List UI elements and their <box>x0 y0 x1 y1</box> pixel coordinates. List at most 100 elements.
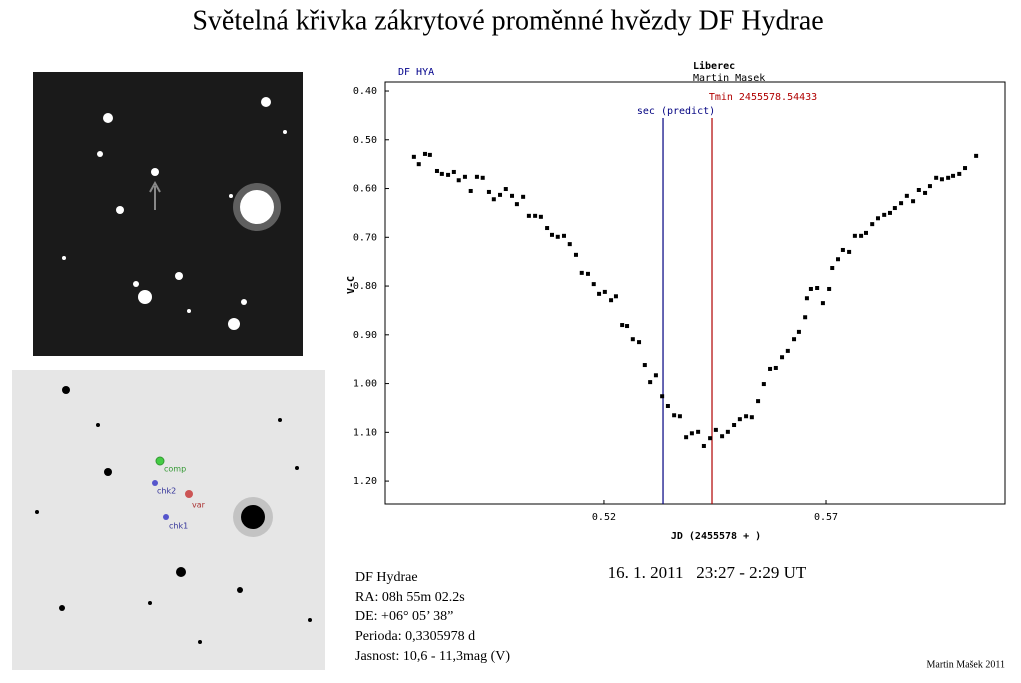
data-point <box>503 187 508 192</box>
data-point <box>514 202 519 207</box>
data-point <box>827 286 832 291</box>
y-tick-label: 0.60 <box>353 184 377 195</box>
info-line: RA: 08h 55m 02.2s <box>355 590 465 605</box>
data-point <box>749 415 754 420</box>
date: 16. 1. 2011 23:27 - 2:29 UT <box>608 563 807 582</box>
marker-label: Tmin 2455578.54433 <box>709 92 817 103</box>
y-tick-label: 0.40 <box>353 86 377 97</box>
data-point <box>887 210 892 215</box>
data-point <box>660 394 665 399</box>
data-point <box>701 443 706 448</box>
data-point <box>847 249 852 254</box>
finder-label: comp <box>164 465 186 474</box>
data-point <box>951 173 956 178</box>
x-tick-label: 0.52 <box>592 512 616 523</box>
plot-frame <box>384 81 1006 505</box>
data-point <box>946 175 951 180</box>
data-point <box>963 166 968 171</box>
y-tick-label: 1.10 <box>353 427 377 438</box>
y-tick-label: 0.70 <box>353 232 377 243</box>
data-point <box>434 168 439 173</box>
data-point <box>486 189 491 194</box>
star-label: DF HYA <box>398 67 434 78</box>
y-tick-label: 0.80 <box>353 281 377 292</box>
data-point <box>882 212 887 217</box>
data-point <box>761 382 766 387</box>
data-point <box>725 429 730 434</box>
finder-label: chk1 <box>169 522 188 531</box>
data-point <box>567 242 572 247</box>
observatory: Liberec <box>693 60 735 72</box>
data-point <box>808 286 813 291</box>
data-point <box>510 193 515 198</box>
data-point <box>422 151 427 156</box>
data-point <box>892 206 897 211</box>
data-point <box>561 233 566 238</box>
data-point <box>620 323 625 328</box>
data-point <box>870 222 875 227</box>
data-point <box>820 301 825 306</box>
data-point <box>732 423 737 428</box>
marker-label: sec (predict) <box>637 106 715 117</box>
data-point <box>591 282 596 287</box>
data-point <box>974 153 979 158</box>
data-point <box>737 417 742 422</box>
y-tick-label: 0.90 <box>353 330 377 341</box>
data-point <box>468 188 473 193</box>
data-point <box>480 175 485 180</box>
data-point <box>642 363 647 368</box>
data-point <box>934 175 939 180</box>
data-point <box>677 414 682 419</box>
data-point <box>573 252 578 257</box>
data-point <box>830 266 835 271</box>
data-point <box>521 194 526 199</box>
info-line: DF Hydrae <box>355 570 418 585</box>
data-point <box>427 152 432 157</box>
data-point <box>957 171 962 176</box>
data-point <box>785 348 790 353</box>
data-point <box>585 271 590 276</box>
data-point <box>684 435 689 440</box>
data-point <box>708 436 713 441</box>
data-point <box>803 315 808 320</box>
data-point <box>756 399 761 404</box>
data-point <box>804 296 809 301</box>
data-point <box>713 427 718 432</box>
data-point <box>609 298 614 303</box>
data-point <box>768 366 773 371</box>
data-point <box>579 270 584 275</box>
data-point <box>696 429 701 434</box>
data-point <box>555 234 560 239</box>
data-point <box>446 172 451 177</box>
data-point <box>796 329 801 334</box>
data-point <box>904 193 909 198</box>
data-point <box>689 431 694 436</box>
title: Světelná křivka zákrytové proměnné hvězd… <box>192 5 823 36</box>
y-axis-label: V-C <box>346 276 357 294</box>
data-point <box>859 233 864 238</box>
info-line: Jasnost: 10,6 - 11,3mag (V) <box>355 649 510 664</box>
data-point <box>533 213 538 218</box>
data-point <box>648 380 653 385</box>
y-tick-label: 1.20 <box>353 476 377 487</box>
data-point <box>744 414 749 419</box>
data-point <box>899 201 904 206</box>
x-tick-label: 0.57 <box>814 512 838 523</box>
data-point <box>672 413 677 418</box>
data-point <box>462 174 467 179</box>
data-point <box>630 337 635 342</box>
data-point <box>451 169 456 174</box>
data-point <box>498 192 503 197</box>
x-axis-label: JD (2455578 + ) <box>671 531 761 542</box>
data-point <box>815 286 820 291</box>
data-point <box>863 230 868 235</box>
data-point <box>836 257 841 262</box>
data-point <box>927 184 932 189</box>
data-point <box>602 289 607 294</box>
data-point <box>625 324 630 329</box>
data-point <box>852 233 857 238</box>
data-point <box>474 174 479 179</box>
photo-dark <box>33 72 303 356</box>
data-point <box>526 213 531 218</box>
